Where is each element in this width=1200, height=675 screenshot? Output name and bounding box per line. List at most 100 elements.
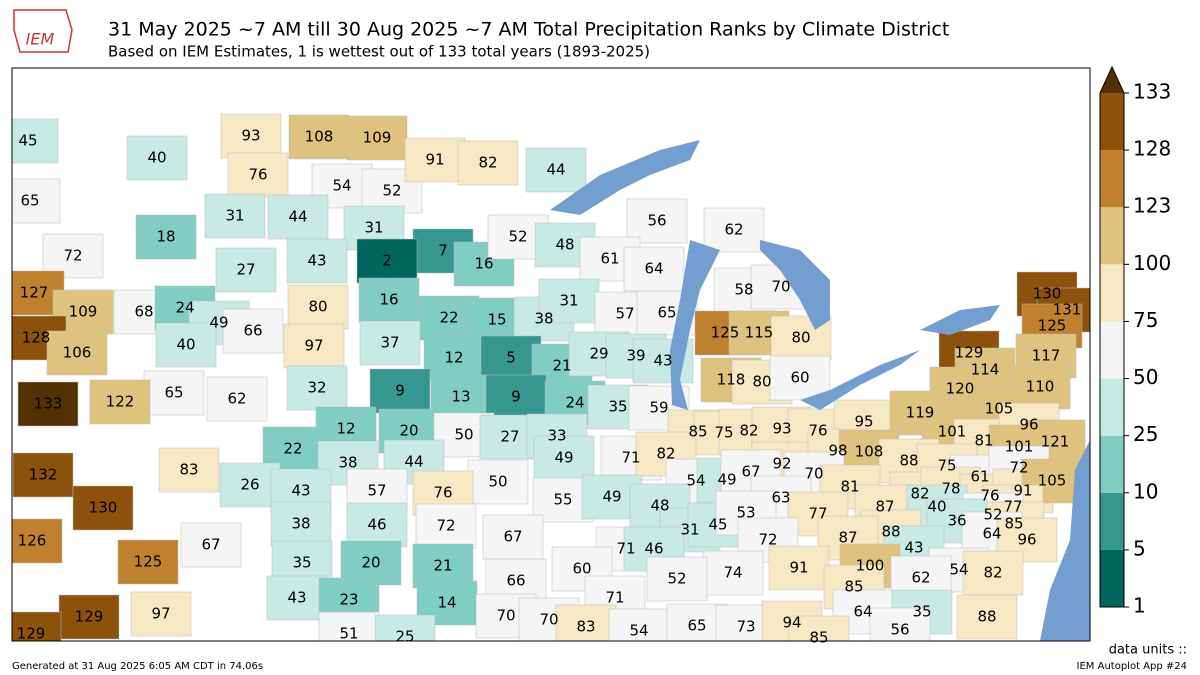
rank-label: 77 <box>1003 498 1022 516</box>
rank-label: 5 <box>506 349 516 367</box>
rank-label: 49 <box>717 471 736 489</box>
district-cell <box>359 320 421 366</box>
rank-label: 71 <box>621 449 640 467</box>
rank-label: 12 <box>444 349 463 367</box>
district-cell <box>346 115 408 161</box>
district-cell <box>358 277 420 323</box>
district-cell <box>288 114 350 160</box>
rank-label: 21 <box>552 357 571 375</box>
district-cell <box>703 207 765 253</box>
rank-label: 126 <box>18 532 47 550</box>
district-cell <box>158 447 220 493</box>
colorbar-extension <box>1100 67 1124 93</box>
units-label: data units :: <box>1109 643 1187 658</box>
rank-label: 76 <box>433 484 452 502</box>
rank-label: 72 <box>758 531 777 549</box>
district-cell <box>126 135 188 181</box>
logo: IEM <box>13 9 73 53</box>
rank-label: 44 <box>546 161 565 179</box>
rank-label: 35 <box>292 554 311 572</box>
rank-label: 83 <box>576 618 595 636</box>
rank-label: 76 <box>808 422 827 440</box>
rank-label: 53 <box>736 504 755 522</box>
district-cell <box>869 607 931 641</box>
colorbar-segment <box>1100 207 1124 265</box>
rank-label: 91 <box>425 151 444 169</box>
rank-label: 80 <box>308 298 327 316</box>
district-cell <box>135 214 197 260</box>
colorbar-segment <box>1100 264 1124 322</box>
rank-label: 64 <box>982 525 1001 543</box>
colorbar-segment <box>1100 378 1124 436</box>
district-cell <box>286 238 348 284</box>
rank-label: 82 <box>478 154 497 172</box>
colorbar-tick-label: 25 <box>1133 422 1158 446</box>
district-cell <box>525 147 587 193</box>
rank-label: 130 <box>1033 285 1062 303</box>
rank-label: 40 <box>147 149 166 167</box>
district-cell <box>270 501 332 547</box>
rank-label: 67 <box>201 536 220 554</box>
rank-label: 43 <box>307 252 326 270</box>
rank-label: 54 <box>332 177 351 195</box>
district-cell <box>423 335 485 381</box>
rank-label: 81 <box>974 432 993 450</box>
map-frame <box>11 67 1091 642</box>
rank-label: 54 <box>629 622 648 640</box>
district-cell <box>143 370 205 416</box>
rank-label: 9 <box>395 382 405 400</box>
rank-label: 43 <box>653 352 672 370</box>
rank-label: 60 <box>572 560 591 578</box>
district-cell <box>204 193 266 239</box>
rank-label: 131 <box>1053 301 1082 319</box>
rank-label: 51 <box>339 625 358 643</box>
rank-label: 132 <box>29 466 58 484</box>
rank-label: 49 <box>554 449 573 467</box>
rank-label: 25 <box>395 628 414 646</box>
district-cell <box>12 518 63 564</box>
rank-label: 57 <box>367 482 386 500</box>
colorbar-tick-label: 133 <box>1133 80 1171 104</box>
rank-label: 35 <box>912 603 931 621</box>
rank-label: 55 <box>553 491 572 509</box>
rank-label: 82 <box>739 422 758 440</box>
district-cell <box>12 452 74 498</box>
rank-label: 117 <box>1032 347 1061 365</box>
rank-label: 52 <box>983 506 1002 524</box>
colorbar-outline <box>1099 65 1125 608</box>
colorbar-segment <box>1100 549 1124 607</box>
rank-label: 27 <box>500 428 519 446</box>
rank-label: 48 <box>555 236 574 254</box>
rank-label: 101 <box>938 423 967 441</box>
district-cell <box>702 550 764 596</box>
rank-label: 14 <box>437 594 456 612</box>
rank-label: 70 <box>804 465 823 483</box>
rank-label: 33 <box>547 427 566 445</box>
rank-label: 21 <box>433 557 452 575</box>
rank-label: 40 <box>176 336 195 354</box>
rank-label: 61 <box>970 468 989 486</box>
colorbar-tick-label: 5 <box>1133 536 1146 560</box>
rank-label: 125 <box>134 553 163 571</box>
district-cell <box>962 550 1024 596</box>
rank-label: 16 <box>379 291 398 309</box>
rank-label: 61 <box>600 250 619 268</box>
rank-label: 2 <box>382 252 392 270</box>
rank-label: 43 <box>291 482 310 500</box>
rank-label: 70 <box>771 278 790 296</box>
rank-label: 54 <box>686 472 705 490</box>
rank-label: 96 <box>1019 416 1038 434</box>
rank-label: 66 <box>243 322 262 340</box>
rank-label: 68 <box>134 303 153 321</box>
rank-label: 31 <box>225 207 244 225</box>
rank-label: 67 <box>503 528 522 546</box>
rank-label: 40 <box>927 498 946 516</box>
rank-label: 36 <box>947 512 966 530</box>
rank-label: 45 <box>708 516 727 534</box>
rank-label: 66 <box>506 572 525 590</box>
rank-label: 72 <box>63 247 82 265</box>
district-cell <box>374 614 436 641</box>
rank-label: 44 <box>404 453 423 471</box>
colorbar-segment <box>1100 492 1124 550</box>
subtitle: Based on IEM Estimates, 1 is wettest out… <box>108 43 650 61</box>
